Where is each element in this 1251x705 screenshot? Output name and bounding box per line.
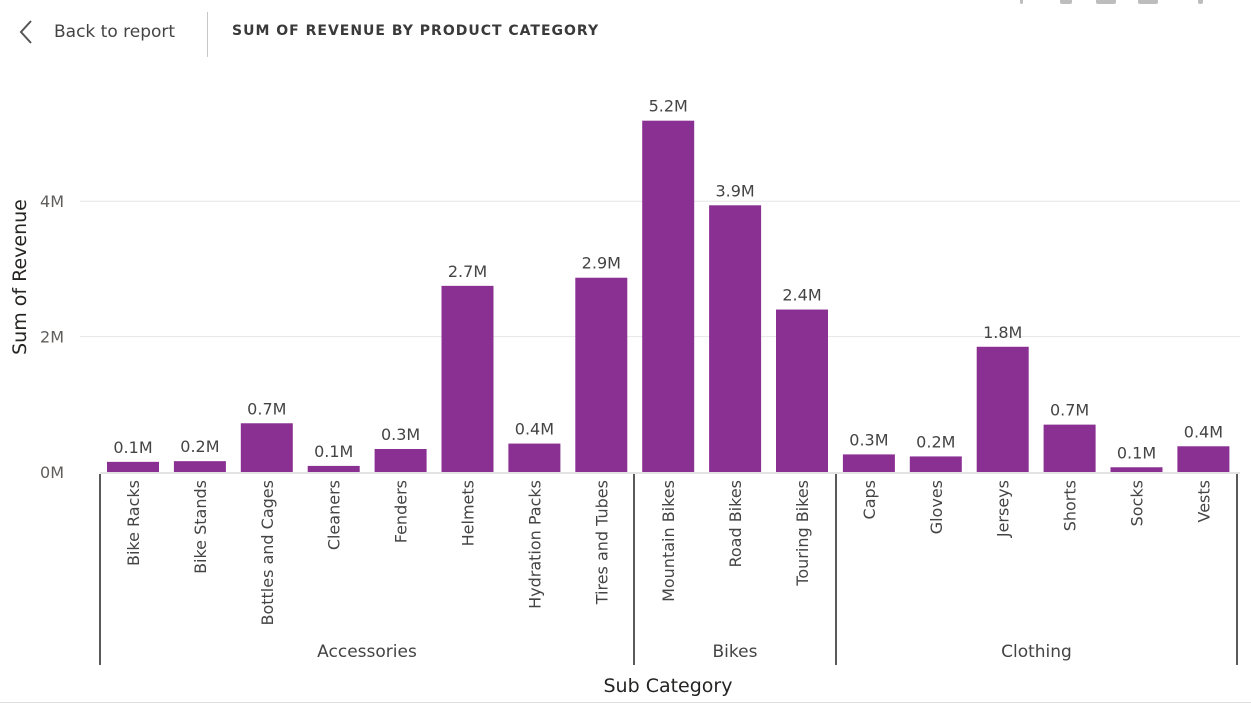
data-label: 0.7M xyxy=(247,399,286,418)
back-to-report-label: Back to report xyxy=(54,22,176,42)
bar xyxy=(1043,424,1096,472)
chart-title: SUM OF REVENUE BY PRODUCT CATEGORY xyxy=(232,23,600,39)
y-axis-label: Sum of Revenue xyxy=(9,199,31,355)
data-label: 0.7M xyxy=(1050,401,1089,420)
data-label: 0.1M xyxy=(314,442,353,461)
x-tick-label: Bottles and Cages xyxy=(258,480,277,626)
bar xyxy=(709,205,762,473)
data-label: 0.3M xyxy=(381,425,420,444)
toolbar-icon[interactable] xyxy=(1198,0,1203,4)
y-tick-label: 0M xyxy=(40,463,64,482)
data-label: 2.9M xyxy=(582,254,621,273)
top-bar: Back to report SUM OF REVENUE BY PRODUCT… xyxy=(0,0,1251,60)
x-tick-label: Helmets xyxy=(459,480,478,546)
bar xyxy=(1110,467,1163,472)
x-tick-label: Vests xyxy=(1194,480,1213,523)
x-tick-label: Jerseys xyxy=(994,480,1013,538)
bar xyxy=(307,465,360,472)
bar xyxy=(976,346,1029,472)
x-tick-label: Bike Stands xyxy=(191,480,210,574)
bar xyxy=(776,309,828,472)
x-tick-label: Tires and Tubes xyxy=(592,480,611,605)
bar xyxy=(1177,446,1230,472)
data-label: 0.3M xyxy=(849,430,888,449)
toolbar-icon[interactable] xyxy=(1060,0,1072,4)
bar xyxy=(107,461,159,472)
toolbar-icons xyxy=(1010,0,1210,8)
bar xyxy=(909,456,962,472)
group-label: Bikes xyxy=(713,642,758,662)
data-label: 0.1M xyxy=(113,438,152,457)
data-label: 0.2M xyxy=(916,432,955,451)
bottom-border xyxy=(0,702,1251,703)
data-label: 5.2M xyxy=(649,97,688,116)
group-label: Accessories xyxy=(317,642,417,662)
bar xyxy=(441,285,494,472)
data-label: 1.8M xyxy=(983,323,1022,342)
bar xyxy=(508,443,561,472)
x-tick-label: Cleaners xyxy=(325,480,344,550)
data-label: 2.7M xyxy=(448,262,487,281)
y-tick-label: 4M xyxy=(40,192,64,211)
bar xyxy=(842,454,895,472)
x-tick-label: Mountain Bikes xyxy=(659,480,678,602)
x-axis-label: Sub Category xyxy=(604,675,733,697)
x-tick-label: Road Bikes xyxy=(726,480,745,568)
bar xyxy=(575,277,628,472)
bar xyxy=(642,120,695,472)
toolbar-icon[interactable] xyxy=(1096,0,1116,4)
data-label: 3.9M xyxy=(715,181,754,200)
y-tick-label: 2M xyxy=(40,328,64,347)
bar xyxy=(374,448,427,472)
x-tick-label: Socks xyxy=(1128,480,1147,526)
bar xyxy=(173,461,226,472)
x-tick-label: Caps xyxy=(860,480,879,519)
toolbar-icon[interactable] xyxy=(1138,0,1158,4)
data-label: 0.4M xyxy=(515,420,554,439)
chevron-left-icon xyxy=(19,20,32,44)
x-tick-label: Bike Racks xyxy=(124,480,143,566)
data-label: 0.1M xyxy=(1117,443,1156,462)
data-label: 2.4M xyxy=(782,286,821,305)
bar xyxy=(240,423,293,472)
group-label: Clothing xyxy=(1001,642,1072,662)
x-tick-label: Shorts xyxy=(1061,480,1080,531)
x-tick-label: Fenders xyxy=(392,480,411,543)
header-divider xyxy=(207,12,208,57)
x-tick-label: Hydration Packs xyxy=(525,480,544,609)
toolbar-icon[interactable] xyxy=(1020,0,1023,4)
data-label: 0.2M xyxy=(180,437,219,456)
x-tick-label: Gloves xyxy=(927,480,946,534)
data-label: 0.4M xyxy=(1184,422,1223,441)
x-tick-label: Touring Bikes xyxy=(793,480,812,587)
back-to-report-button[interactable]: Back to report xyxy=(18,14,175,50)
